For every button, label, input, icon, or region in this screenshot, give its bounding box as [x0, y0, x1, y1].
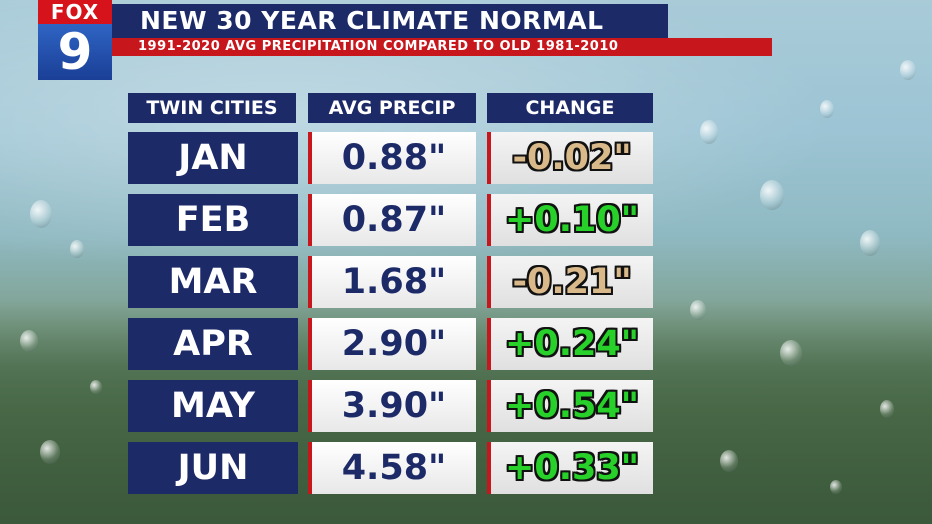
raindrop	[880, 400, 894, 418]
precip-cell: 4.58"	[308, 442, 476, 494]
change-cell: +0.54"	[487, 380, 653, 432]
logo-channel: 9	[38, 24, 112, 80]
raindrop	[900, 60, 916, 80]
page-subtitle: 1991-2020 AVG PRECIPITATION COMPARED TO …	[138, 39, 619, 54]
month-cell: APR	[128, 318, 298, 370]
precip-cell: 1.68"	[308, 256, 476, 308]
month-cell: JUN	[128, 442, 298, 494]
table-row: MAY 3.90" +0.54"	[0, 380, 932, 432]
raindrop	[820, 100, 834, 118]
raindrop	[720, 450, 738, 472]
month-cell: MAR	[128, 256, 298, 308]
raindrop	[860, 230, 880, 256]
raindrop	[780, 340, 802, 366]
month-cell: MAY	[128, 380, 298, 432]
change-cell: -0.21"	[487, 256, 653, 308]
month-cell: JAN	[128, 132, 298, 184]
precip-cell: 0.87"	[308, 194, 476, 246]
raindrop	[760, 180, 784, 210]
raindrop	[700, 120, 718, 144]
precip-cell: 0.88"	[308, 132, 476, 184]
column-header-change: CHANGE	[487, 93, 653, 123]
change-cell: +0.10"	[487, 194, 653, 246]
column-header-location: TWIN CITIES	[128, 93, 296, 123]
raindrop	[40, 440, 60, 464]
table-row: APR 2.90" +0.24"	[0, 318, 932, 370]
subtitle-bar	[108, 38, 772, 56]
subtitle-bar-tail	[700, 42, 772, 48]
raindrop	[690, 300, 706, 320]
raindrop	[70, 240, 84, 258]
column-header-avg-precip: AVG PRECIP	[308, 93, 476, 123]
page-title: NEW 30 YEAR CLIMATE NORMAL	[140, 6, 604, 35]
raindrop	[30, 200, 52, 228]
logo-brand: FOX	[38, 0, 112, 24]
raindrop	[20, 330, 38, 352]
month-cell: FEB	[128, 194, 298, 246]
table-row: JAN 0.88" -0.02"	[0, 132, 932, 184]
precip-cell: 3.90"	[308, 380, 476, 432]
table-row: MAR 1.68" -0.21"	[0, 256, 932, 308]
fox9-logo: FOX 9	[38, 0, 112, 80]
change-cell: -0.02"	[487, 132, 653, 184]
table-row: FEB 0.87" +0.10"	[0, 194, 932, 246]
raindrop	[90, 380, 102, 394]
change-cell: +0.24"	[487, 318, 653, 370]
precip-cell: 2.90"	[308, 318, 476, 370]
raindrop	[830, 480, 842, 494]
table-row: JUN 4.58" +0.33"	[0, 442, 932, 494]
change-cell: +0.33"	[487, 442, 653, 494]
